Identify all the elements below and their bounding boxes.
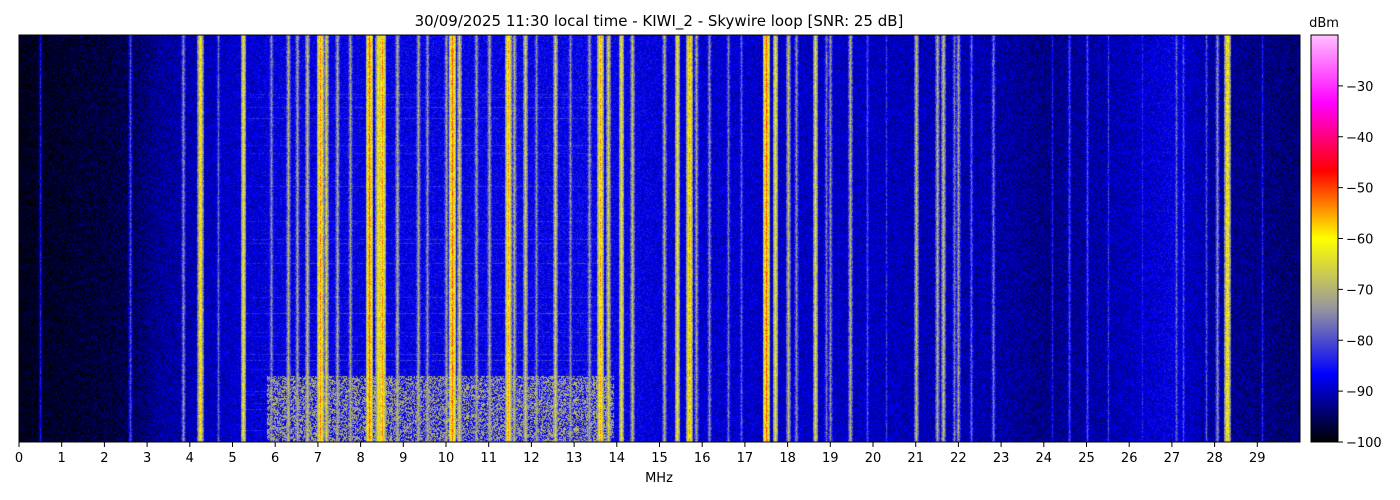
x-tick-label: 4 — [186, 451, 194, 466]
colorbar-label: dBm — [1309, 16, 1339, 31]
x-tick-label: 17 — [737, 451, 754, 466]
x-tick-label: 9 — [399, 451, 407, 466]
x-tick-label: 13 — [566, 451, 583, 466]
colorbar-axis: −30 −40 −50 −60 −70 −80 −90 −100 — [1338, 80, 1382, 451]
x-tick-label: 7 — [314, 451, 322, 466]
x-tick-label: 22 — [950, 451, 967, 466]
x-tick-label: 0 — [15, 451, 23, 466]
x-tick-label: 24 — [1036, 451, 1053, 466]
colorbar-tick-label: −40 — [1346, 131, 1373, 146]
x-tick-label: 26 — [1121, 451, 1138, 466]
x-tick-label: 15 — [651, 451, 668, 466]
x-tick-label: 10 — [438, 451, 455, 466]
colorbar-tick-label: −60 — [1346, 233, 1373, 248]
waterfall-canvas — [19, 35, 1300, 442]
chart-title: 30/09/2025 11:30 local time - KIWI_2 - S… — [415, 12, 904, 31]
x-tick-label: 12 — [523, 451, 540, 466]
x-tick-label: 2 — [100, 451, 108, 466]
colorbar-tick-label: −80 — [1346, 334, 1373, 349]
colorbar-tick-label: −100 — [1346, 436, 1382, 451]
colorbar-tick-label: −90 — [1346, 385, 1373, 400]
x-axis-label: MHz — [645, 471, 673, 486]
x-tick-label: 18 — [779, 451, 796, 466]
colorbar — [1310, 34, 1339, 443]
x-tick-label: 28 — [1206, 451, 1223, 466]
x-tick-label: 5 — [228, 451, 236, 466]
x-tick-label: 29 — [1249, 451, 1266, 466]
x-axis: 0 1 2 3 4 5 6 7 8 9 10 11 12 13 14 15 16 17 18 19 20 21 22 23 24… — [15, 442, 1266, 466]
x-tick-label: 14 — [609, 451, 626, 466]
x-tick-label: 21 — [907, 451, 924, 466]
colorbar-tick-label: −50 — [1346, 182, 1373, 197]
x-tick-label: 8 — [356, 451, 364, 466]
x-tick-label: 1 — [58, 451, 66, 466]
x-tick-label: 19 — [822, 451, 839, 466]
x-tick-label: 20 — [865, 451, 882, 466]
colorbar-tick-label: −70 — [1346, 283, 1373, 298]
x-tick-label: 27 — [1164, 451, 1181, 466]
colorbar-tick-label: −30 — [1346, 80, 1373, 95]
x-tick-label: 11 — [480, 451, 497, 466]
x-tick-label: 23 — [993, 451, 1010, 466]
x-tick-label: 16 — [694, 451, 711, 466]
x-tick-label: 3 — [143, 451, 151, 466]
x-tick-label: 25 — [1078, 451, 1095, 466]
x-tick-label: 6 — [271, 451, 279, 466]
